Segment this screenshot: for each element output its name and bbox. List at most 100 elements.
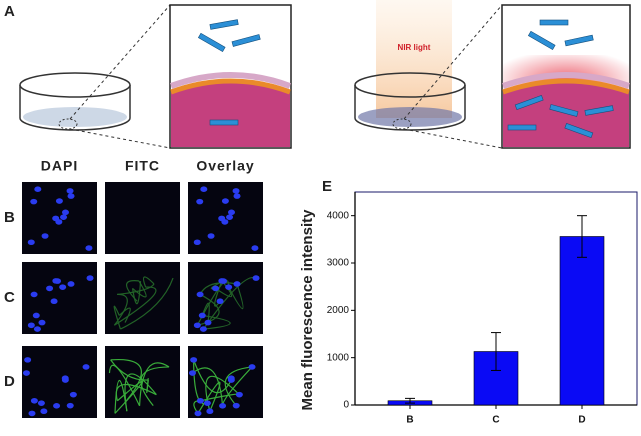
nucleus (221, 198, 229, 204)
nanorods (197, 19, 261, 126)
nucleus (235, 391, 243, 398)
membrane (502, 78, 630, 95)
membrane (170, 78, 291, 95)
fitc-fiber (124, 373, 157, 412)
nucleus (198, 312, 206, 319)
nucleus (27, 322, 35, 329)
nucleus (24, 357, 32, 363)
fitc-fiber (228, 283, 244, 310)
bar (559, 236, 605, 406)
nucleus (232, 188, 240, 194)
nucleus (232, 402, 240, 409)
nucleus (30, 291, 38, 298)
nucleus (28, 410, 36, 417)
panel-a: A NIR light (4, 0, 631, 149)
nucleus (86, 275, 94, 281)
fitc-fiber (138, 362, 170, 406)
fitc-fiber (140, 366, 170, 407)
nucleus (40, 408, 48, 415)
nucleus (199, 326, 207, 332)
nucleus (27, 239, 35, 246)
fitc-fiber (205, 375, 240, 412)
nucleus (67, 281, 75, 287)
fitc-fiber (142, 276, 155, 288)
nucleus (22, 370, 30, 376)
fitc-fiber (113, 293, 128, 326)
zoom-line (69, 4, 171, 120)
fitc-fiber (202, 314, 231, 330)
nucleus (226, 214, 234, 220)
dish-rim (19, 72, 131, 98)
fitc-fiber (117, 283, 155, 296)
x-tick-label: C (492, 415, 499, 426)
y-axis-label: Mean fluorescence intensity (299, 209, 316, 411)
x-tick-label: D (578, 415, 585, 426)
error-bar (405, 397, 415, 404)
nucleus (248, 364, 256, 370)
nucleus (233, 281, 241, 287)
nucleus (251, 245, 259, 251)
nucleus (188, 370, 196, 376)
nucleus (34, 186, 42, 193)
nucleus (196, 291, 204, 298)
cells (23, 107, 127, 127)
nucleus (203, 400, 211, 406)
fitc-signal (108, 358, 170, 414)
nucleus (220, 278, 228, 284)
fitc-fiber (215, 280, 232, 298)
nucleus (66, 402, 74, 409)
nucleus (204, 319, 212, 326)
nucleus (38, 319, 46, 326)
fitc-fiber (131, 281, 142, 305)
zoom-line (69, 128, 171, 149)
fitc-fiber (118, 307, 131, 323)
nucleus (190, 357, 198, 363)
nucleus (60, 214, 68, 220)
micrographs: DAPI FITC Overlay B C D (4, 158, 263, 418)
nucleus (219, 403, 227, 409)
nucleus (227, 209, 235, 216)
y-tick-label: 2000 (327, 305, 350, 316)
fitc-fiber (132, 280, 147, 298)
fitc-fiber (146, 378, 149, 394)
column-label: DAPI (41, 158, 78, 174)
fitc-signal (113, 276, 174, 330)
nucleus (46, 285, 54, 292)
nir-label: NIR light (398, 43, 431, 52)
row-label: B (4, 209, 15, 226)
fitc-fiber (110, 358, 142, 404)
nucleus (32, 312, 40, 319)
y-tick-label: 3000 (327, 258, 350, 269)
nanorods (507, 19, 614, 138)
nucleus (30, 397, 38, 404)
y-tick-label: 1000 (327, 352, 350, 363)
nucleus (30, 198, 38, 205)
nucleus (59, 284, 67, 290)
light-beam (376, 0, 452, 118)
dish-rim (354, 72, 466, 98)
x-tick-label: B (406, 415, 413, 426)
nucleus (41, 233, 49, 239)
column-label: Overlay (196, 158, 254, 174)
row-label: D (4, 373, 15, 390)
y-tick-label: 4000 (327, 210, 350, 221)
nucleus (196, 397, 204, 404)
nucleus (193, 322, 201, 329)
micrograph (188, 262, 263, 334)
nucleus (206, 408, 214, 415)
nucleus (218, 215, 226, 222)
nucleus (82, 364, 90, 370)
zoom-line (403, 128, 503, 149)
fitc-fiber (201, 302, 210, 323)
error-bar (577, 215, 587, 258)
cell-body (171, 81, 290, 147)
nucleus (225, 284, 233, 290)
nucleus (194, 410, 202, 417)
fitc-fiber (120, 277, 174, 330)
fitc-fiber (224, 366, 253, 407)
y-tick-label: 0 (343, 400, 349, 411)
nucleus (61, 377, 69, 383)
nucleus (66, 188, 74, 194)
